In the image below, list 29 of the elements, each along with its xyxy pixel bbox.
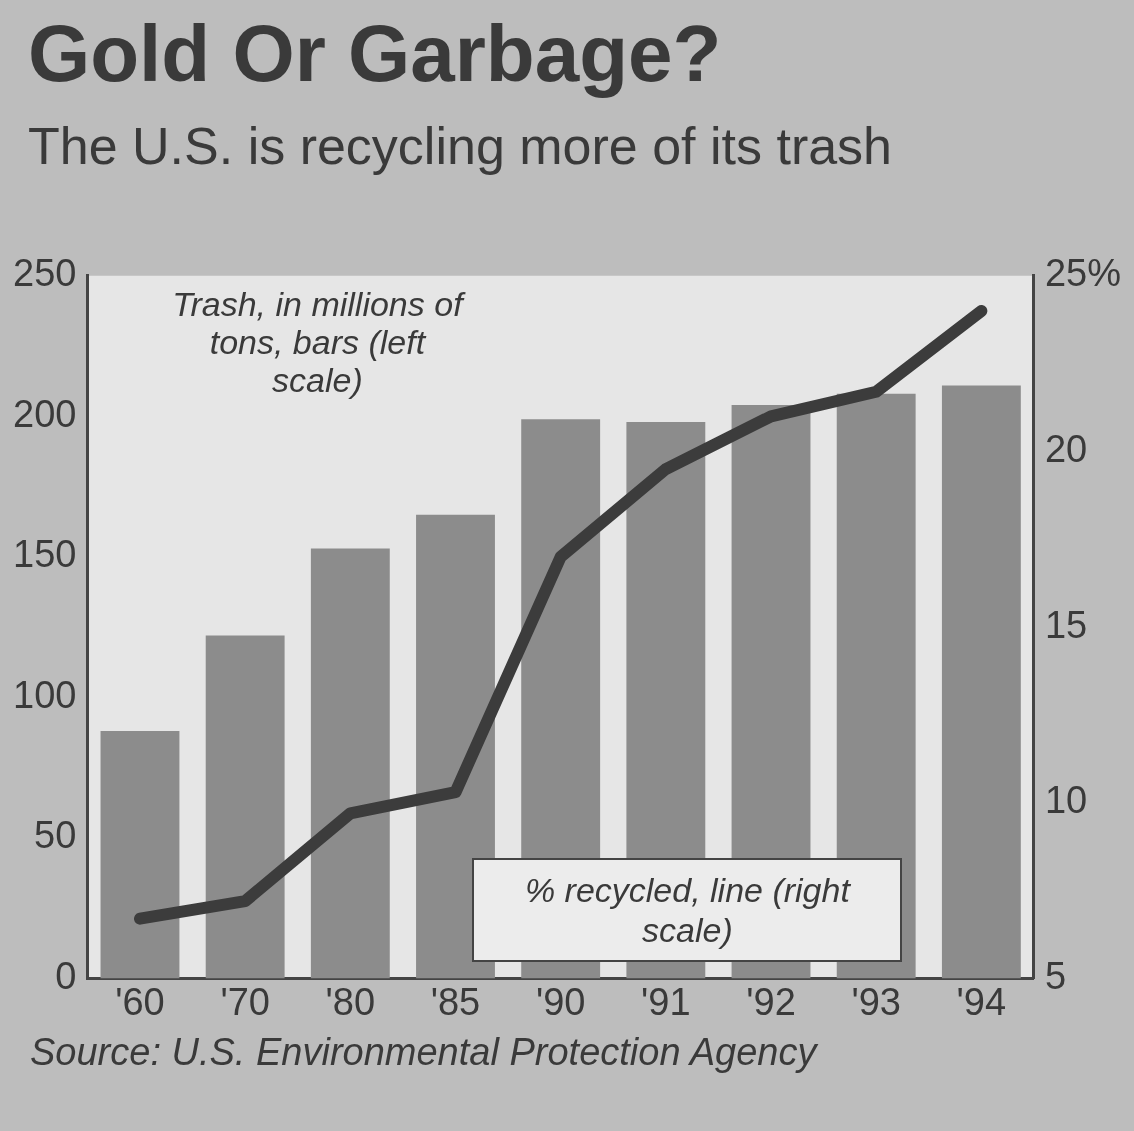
x-tick-label: '85 [430,980,481,1023]
y-tick-label: 0 [55,954,77,997]
chart-title: Gold Or Garbage? [28,8,722,100]
x-tick-label: '92 [746,980,796,1023]
source-note: Source: U.S. Environmental Protection Agency [30,1030,819,1074]
y-tick-label: 250 [13,252,77,295]
y2-tick-label: 15 [1044,603,1088,646]
x-tick-label: '90 [535,980,586,1023]
x-tick-label: '93 [851,980,901,1023]
bar [941,385,1021,979]
y-tick-label: 200 [13,392,77,435]
x-tick-label: '70 [220,980,270,1023]
bar [205,635,285,979]
chart-subtitle: The U.S. is recycling more of its trash [28,117,894,175]
annotation: Trash, in millions of tons, bars (left scale) [172,284,467,399]
y2-tick-label: 25% [1044,252,1122,295]
x-tick-label: '94 [956,980,1007,1023]
x-tick-label: '60 [115,980,165,1023]
y2-tick-label: 5 [1044,954,1067,997]
y-tick-label: 100 [13,673,77,716]
y2-tick-label: 20 [1044,427,1088,470]
bar [100,731,180,979]
annotation: % recycled, line (right scale) [472,858,903,963]
x-tick-label: '80 [325,980,376,1023]
bar [310,548,390,979]
y-tick-label: 150 [13,533,77,576]
y-tick-label: 50 [34,814,77,857]
y2-tick-label: 10 [1044,779,1088,822]
x-tick-label: '91 [641,980,691,1023]
